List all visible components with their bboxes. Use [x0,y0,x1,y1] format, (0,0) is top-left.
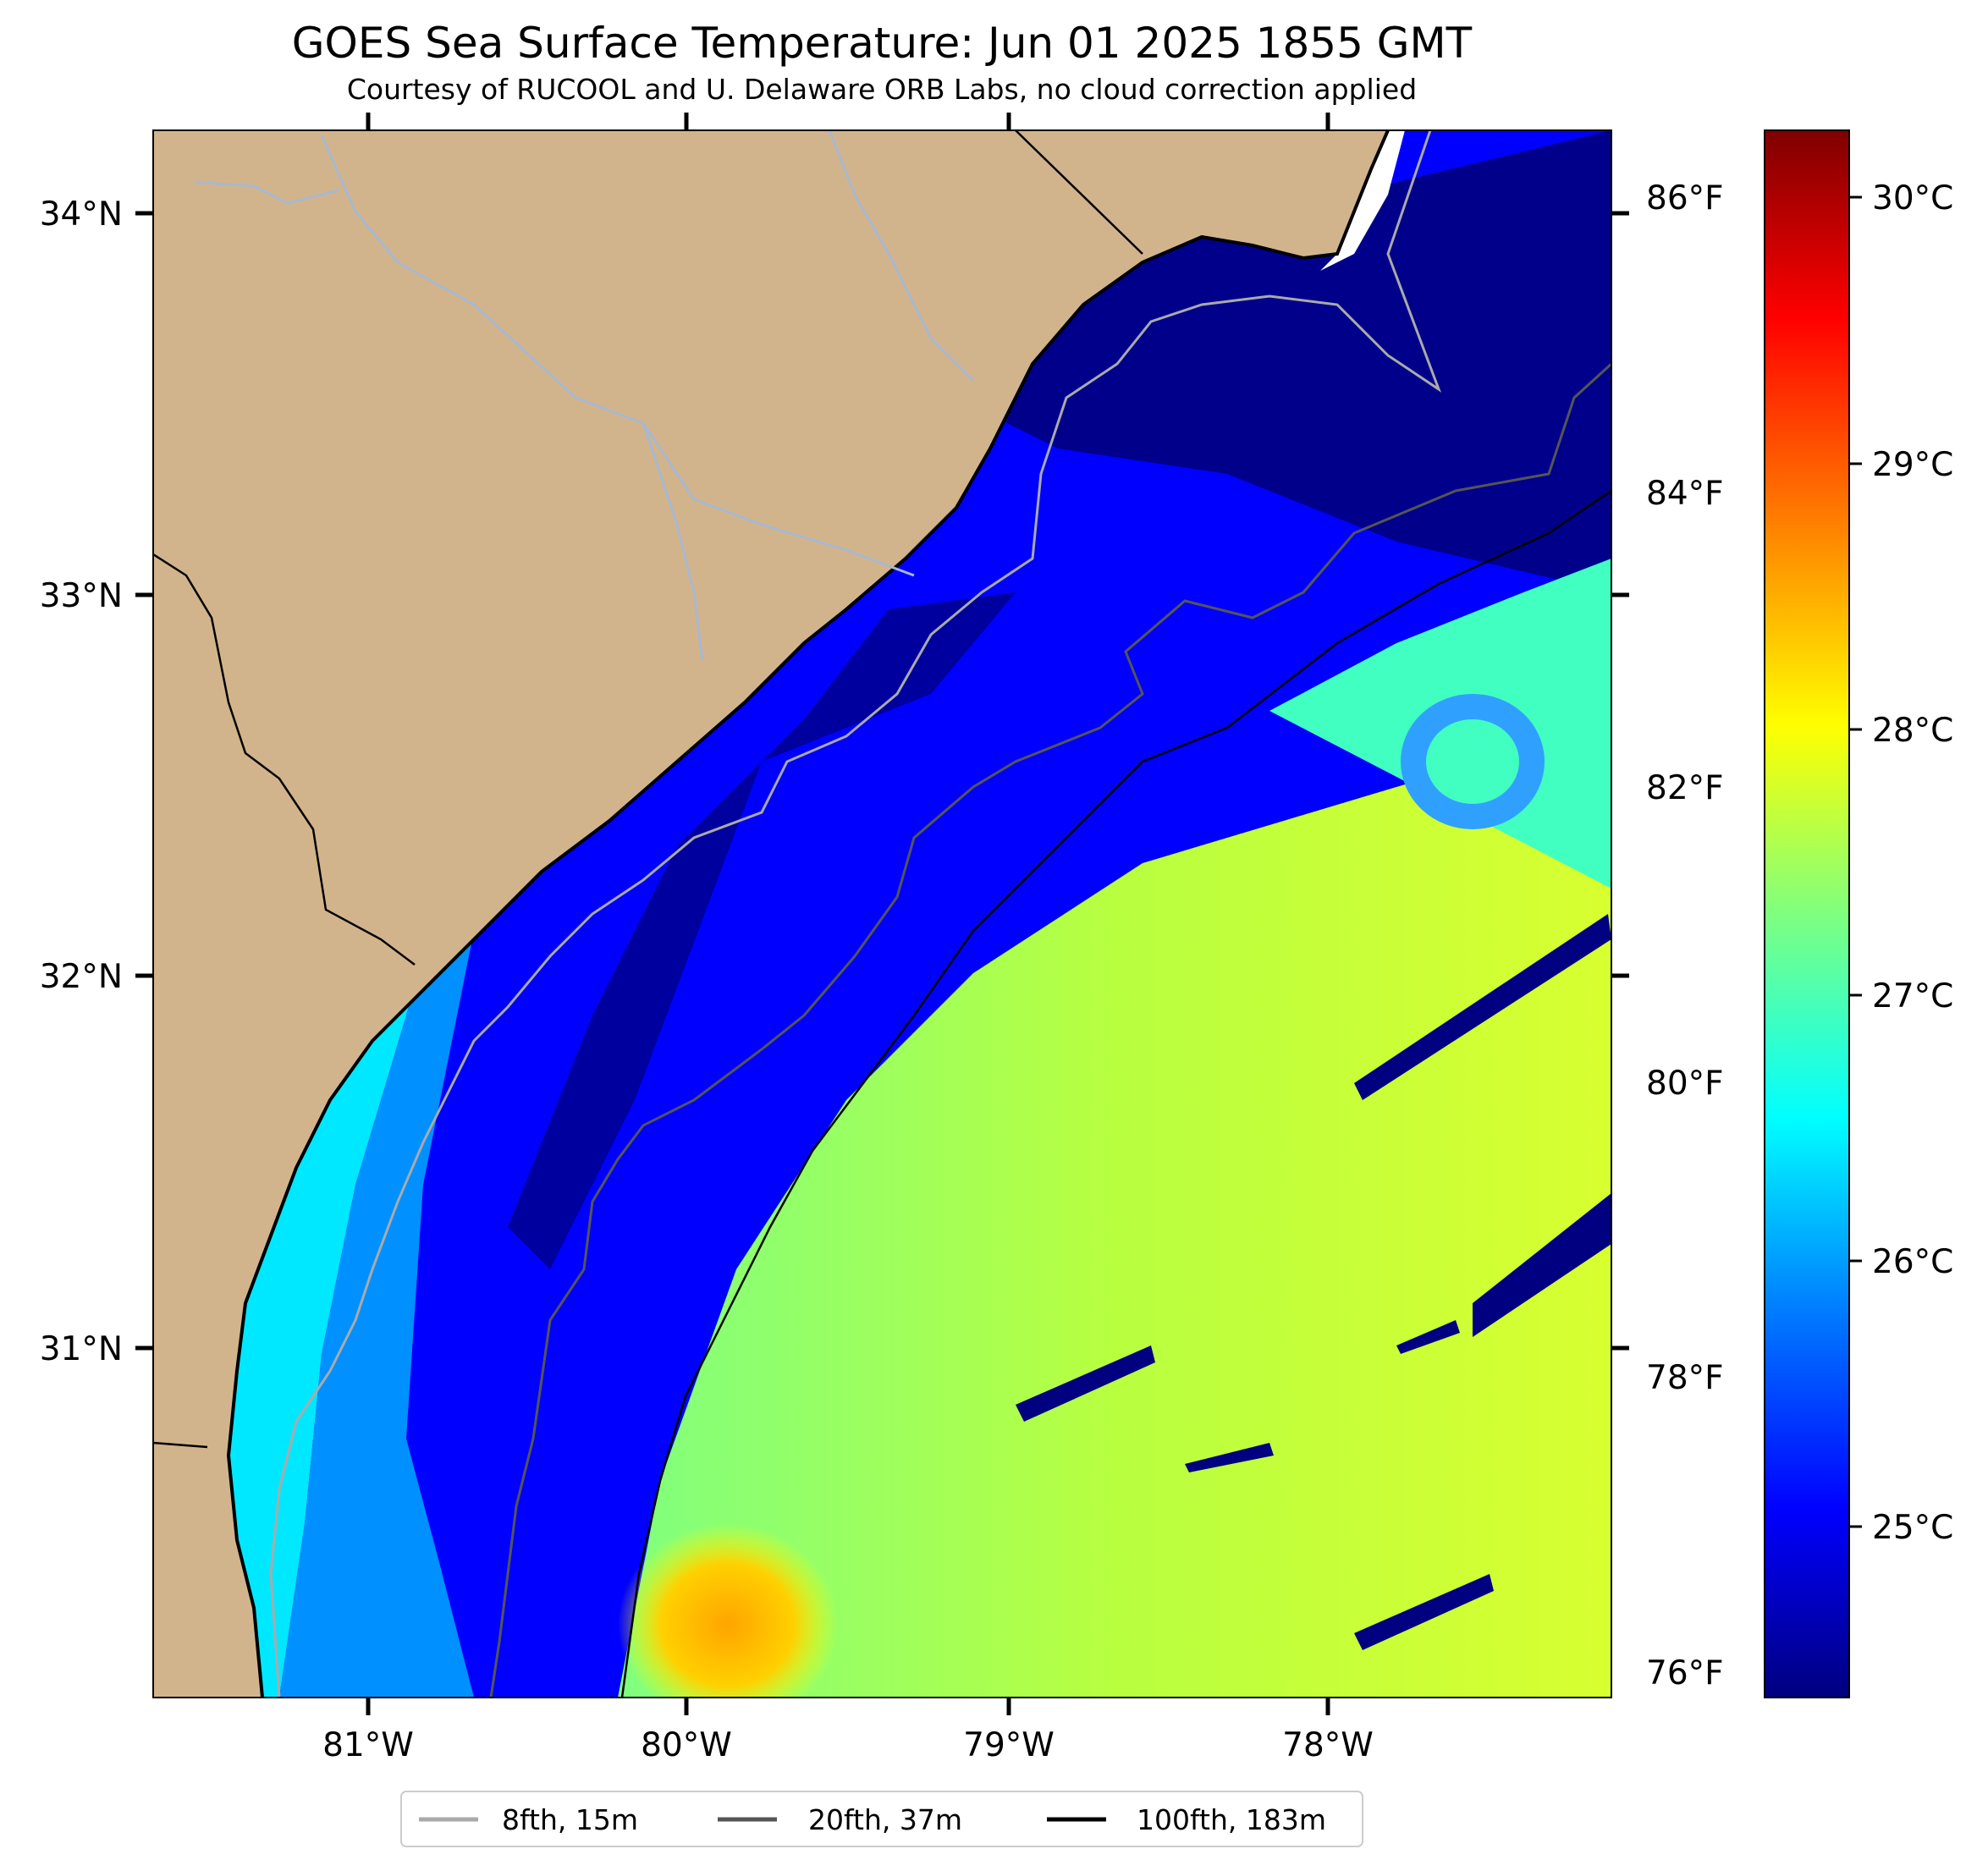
f-label-84: 84°F [1646,475,1724,513]
legend-label-100fth: 100fth, 183m [1137,1803,1326,1836]
cold-filament-5 [1396,1320,1460,1354]
state-boundary [1015,130,1143,255]
f-label-86: 86°F [1646,179,1724,217]
nearshore-blue-band [279,804,508,1698]
legend: 8fth, 15m 20fth, 37m 100fth, 183m [400,1791,1363,1847]
cold-filament-4 [1473,1193,1611,1337]
isobath-100fth [620,489,1611,1698]
longitude-axis: 81°W 80°W 79°W 78°W [322,113,1374,1764]
fahrenheit-axis: 86°F 84°F 82°F 80°F 78°F 76°F [1646,179,1724,1692]
map-frame [152,129,1612,1698]
c-label-30: 30°C [1872,179,1953,217]
eddy [1401,694,1545,829]
chart-title: GOES Sea Surface Temperature: Jun 01 202… [292,19,1473,68]
cold-filament-6 [1354,1574,1494,1650]
isobath-8fth [269,130,1442,1698]
warm-spot [618,1523,838,1698]
cold-filament-2 [1185,1443,1274,1472]
f-label-82: 82°F [1646,769,1724,807]
colorbar-gradient [1764,129,1850,1698]
lon-label-81: 81°W [322,1726,414,1764]
legend-label-8fth: 8fth, 15m [502,1803,638,1836]
cold-filament-3 [1354,914,1611,1100]
river [828,130,975,382]
chart-subtitle: Courtesy of RUCOOL and U. Delaware ORB L… [347,73,1417,106]
latitude-axis: 34°N 33°N 32°N 31°N [40,195,1629,1368]
colorbar: 30°C 29°C 28°C 27°C 26°C 25°C [1764,129,1953,1698]
cold-water-mid [508,592,1016,1269]
c-label-26: 26°C [1872,1243,1953,1281]
c-label-29: 29°C [1872,446,1953,484]
state-boundary [153,1441,208,1449]
c-label-28: 28°C [1872,712,1953,750]
legend-box [400,1791,1363,1847]
state-boundary [153,553,416,966]
lat-label-33: 33°N [40,577,123,615]
lon-label-78: 78°W [1282,1726,1374,1764]
cold-filament-1 [1016,1345,1155,1422]
coastal-no-data [1320,130,1405,271]
f-label-78: 78°F [1646,1359,1724,1397]
gulf-stream-warm-water [618,745,1611,1698]
c-label-25: 25°C [1872,1509,1953,1547]
lon-label-79: 79°W [963,1726,1055,1764]
river [194,180,339,205]
river [693,498,915,577]
map-panel [153,130,1611,1698]
river [642,422,704,661]
legend-label-20fth: 20fth, 37m [808,1803,962,1836]
land [153,130,1388,1698]
lat-label-32: 32°N [40,958,123,996]
f-label-76: 76°F [1646,1654,1724,1692]
lat-label-31: 31°N [40,1330,123,1368]
isobath-20fth [489,362,1611,1698]
c-label-27: 27°C [1872,977,1953,1015]
lat-label-34: 34°N [40,195,123,234]
coastline [226,130,1390,1698]
f-label-80: 80°F [1646,1065,1724,1103]
cold-water-northeast [973,130,1611,592]
lon-label-80: 80°W [641,1726,732,1764]
